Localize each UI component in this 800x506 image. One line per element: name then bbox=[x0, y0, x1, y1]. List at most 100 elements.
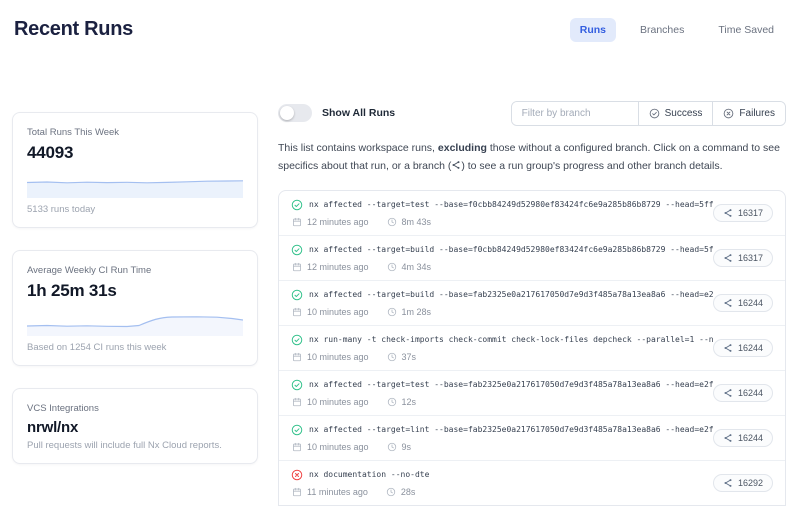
description-text: This list contains workspace runs, bbox=[278, 142, 438, 154]
failures-filter-button[interactable]: Failures bbox=[712, 101, 785, 125]
success-filter-label: Success bbox=[664, 107, 703, 119]
card-subtext: Pull requests will include full Nx Cloud… bbox=[27, 440, 222, 451]
description-text: those without a configured branch. Click… bbox=[278, 142, 780, 173]
card-label: Total Runs This Week bbox=[27, 127, 120, 138]
run-duration: 4m 34s bbox=[401, 261, 432, 272]
runs-description: This list contains workspace runs, exclu… bbox=[278, 139, 783, 176]
calendar-icon bbox=[293, 352, 301, 361]
tab-runs[interactable]: Runs bbox=[569, 18, 616, 42]
total-runs-value: 44093 bbox=[27, 143, 74, 162]
run-command-link[interactable]: nx affected --target=build --base=fab232… bbox=[309, 290, 713, 300]
branch-badge[interactable]: 16244 bbox=[712, 383, 773, 402]
branch-number: 16292 bbox=[737, 477, 763, 488]
calendar-icon bbox=[293, 217, 301, 226]
total-runs-card: Total Runs This Week 44093 5133 runs tod… bbox=[12, 112, 258, 228]
branch-share-icon bbox=[724, 388, 732, 397]
run-duration: 9s bbox=[401, 441, 412, 452]
runs-toolbar: Show All Runs Success Failures bbox=[278, 100, 786, 126]
show-all-runs-label: Show All Runs bbox=[322, 107, 396, 119]
card-label: Average Weekly CI Run Time bbox=[27, 265, 152, 276]
run-row: nx affected --target=test --base=f0cbb84… bbox=[279, 191, 785, 236]
run-time: 12 minutes ago bbox=[307, 216, 369, 227]
run-row: nx documentation --no-dte 11 minutes ago… bbox=[279, 461, 785, 505]
branch-number: 16244 bbox=[737, 387, 763, 398]
toggle-knob bbox=[280, 106, 294, 120]
run-row: nx affected --target=test --base=fab2325… bbox=[279, 371, 785, 416]
success-filter-button[interactable]: Success bbox=[637, 101, 713, 125]
branch-share-icon bbox=[724, 253, 732, 262]
run-command-link[interactable]: nx affected --target=build --base=f0cbb8… bbox=[309, 245, 713, 255]
run-command-link[interactable]: nx affected --target=test --base=f0cbb84… bbox=[309, 200, 713, 210]
clock-icon bbox=[386, 487, 396, 496]
clock-icon bbox=[387, 307, 396, 316]
show-all-runs-toggle[interactable] bbox=[278, 104, 312, 122]
run-duration: 1m 28s bbox=[401, 306, 432, 317]
branch-share-icon bbox=[452, 161, 460, 170]
vcs-integrations-card: VCS Integrations nrwl/nx Pull requests w… bbox=[12, 388, 258, 464]
run-command-link[interactable]: nx affected --target=test --base=fab2325… bbox=[309, 380, 713, 390]
description-text: ) to see a run group's progress and othe… bbox=[461, 160, 723, 173]
run-command-link[interactable]: nx affected --target=lint --base=fab2325… bbox=[309, 425, 713, 435]
x-circle-icon bbox=[724, 108, 734, 118]
view-tabs: Runs Branches Time Saved bbox=[569, 18, 784, 42]
branch-number: 16317 bbox=[737, 207, 763, 218]
run-command-link[interactable]: nx documentation --no-dte bbox=[309, 470, 430, 480]
tab-branches[interactable]: Branches bbox=[640, 24, 685, 36]
run-duration: 12s bbox=[401, 396, 417, 407]
branch-share-icon bbox=[724, 478, 732, 487]
stats-sidebar: Total Runs This Week 44093 5133 runs tod… bbox=[12, 112, 258, 486]
run-row: nx affected --target=build --base=f0cbb8… bbox=[279, 236, 785, 281]
branch-share-icon bbox=[724, 343, 732, 352]
branch-badge[interactable]: 16244 bbox=[712, 338, 773, 357]
card-subtext: 5133 runs today bbox=[27, 204, 96, 215]
run-row: nx affected --target=lint --base=fab2325… bbox=[279, 416, 785, 461]
branch-badge[interactable]: 16244 bbox=[712, 428, 773, 447]
clock-icon bbox=[387, 217, 396, 226]
branch-number: 16244 bbox=[737, 297, 763, 308]
run-time: 10 minutes ago bbox=[307, 306, 369, 317]
clock-icon bbox=[387, 397, 396, 406]
run-time: 12 minutes ago bbox=[307, 261, 369, 272]
tab-time-saved[interactable]: Time Saved bbox=[718, 24, 774, 36]
success-icon bbox=[291, 334, 303, 345]
total-runs-sparkline bbox=[27, 180, 243, 198]
calendar-icon bbox=[293, 262, 301, 271]
branch-number: 16317 bbox=[737, 252, 763, 263]
avg-ci-time-value: 1h 25m 31s bbox=[27, 281, 117, 300]
calendar-icon bbox=[293, 442, 301, 451]
clock-icon bbox=[387, 442, 396, 451]
clock-icon bbox=[387, 262, 396, 271]
branch-number: 16244 bbox=[737, 342, 763, 353]
clock-icon bbox=[387, 352, 396, 361]
branch-badge[interactable]: 16244 bbox=[712, 293, 773, 312]
avg-ci-time-sparkline bbox=[27, 316, 243, 336]
branch-badge[interactable]: 16292 bbox=[712, 473, 773, 492]
page-title: Recent Runs bbox=[14, 18, 133, 40]
run-duration: 37s bbox=[401, 351, 417, 362]
success-icon bbox=[291, 424, 303, 435]
run-time: 10 minutes ago bbox=[307, 441, 369, 452]
card-label: VCS Integrations bbox=[27, 403, 99, 414]
run-duration: 8m 43s bbox=[401, 216, 432, 227]
success-icon bbox=[291, 199, 303, 210]
filter-controls: Success Failures bbox=[510, 100, 786, 126]
branch-badge[interactable]: 16317 bbox=[712, 248, 773, 267]
branch-badge[interactable]: 16317 bbox=[712, 203, 773, 222]
description-bold: excluding bbox=[437, 142, 487, 154]
avg-ci-time-card: Average Weekly CI Run Time 1h 25m 31s Ba… bbox=[12, 250, 258, 366]
run-command-link[interactable]: nx run-many -t check-imports check-commi… bbox=[309, 335, 713, 345]
failures-filter-label: Failures bbox=[739, 107, 775, 119]
success-icon bbox=[291, 379, 303, 390]
filter-by-branch-input[interactable] bbox=[511, 101, 638, 125]
branch-number: 16244 bbox=[737, 432, 763, 443]
success-icon bbox=[291, 289, 303, 300]
calendar-icon bbox=[293, 307, 301, 316]
branch-share-icon bbox=[724, 208, 732, 217]
run-list: nx affected --target=test --base=f0cbb84… bbox=[278, 189, 786, 506]
branch-share-icon bbox=[724, 298, 732, 307]
run-time: 10 minutes ago bbox=[307, 396, 369, 407]
run-row: nx run-many -t check-imports check-commi… bbox=[279, 326, 785, 371]
card-subtext: Based on 1254 CI runs this week bbox=[27, 342, 167, 353]
calendar-icon bbox=[293, 397, 301, 406]
vcs-repo-name: nrwl/nx bbox=[27, 419, 79, 436]
